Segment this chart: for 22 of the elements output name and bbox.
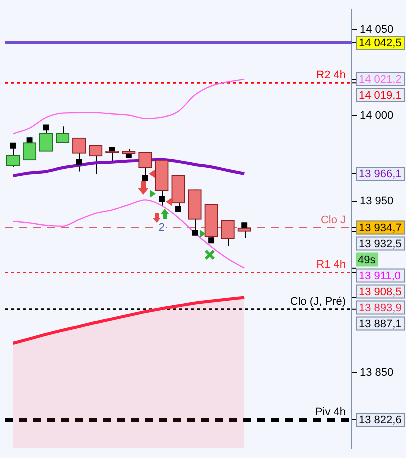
text: 14 021,2 xyxy=(359,74,402,86)
text: 14 042,5 xyxy=(359,38,402,50)
text: 13 887,1 xyxy=(359,318,402,330)
text: 13 932,5 xyxy=(359,238,402,250)
text: 13 893,9 xyxy=(359,302,402,314)
text: 49s xyxy=(358,254,376,266)
ref-line-label: Piv 4h xyxy=(315,406,346,418)
ref-line-label: Clo J xyxy=(320,214,346,226)
ref-line-label: Clo (J, Pré) xyxy=(290,296,346,308)
text: 13 908,5 xyxy=(359,286,402,298)
ref-line-label: R2 4h xyxy=(316,70,346,82)
text: 13 934,7 xyxy=(359,222,402,234)
text: 13 911,0 xyxy=(359,270,402,282)
text: 13 966,1 xyxy=(359,168,402,181)
y-tick-label: 14 000 xyxy=(360,110,394,122)
text: 13 822,6 xyxy=(359,414,402,426)
y-tick-label: 13 950 xyxy=(360,196,394,208)
annotation: 2 xyxy=(158,222,166,234)
ref-line-label: R1 4h xyxy=(316,259,346,272)
y-tick-label: 13 850 xyxy=(360,367,394,380)
text: 14 019,1 xyxy=(359,90,402,102)
y-tick-label: 14 050 xyxy=(360,24,394,36)
